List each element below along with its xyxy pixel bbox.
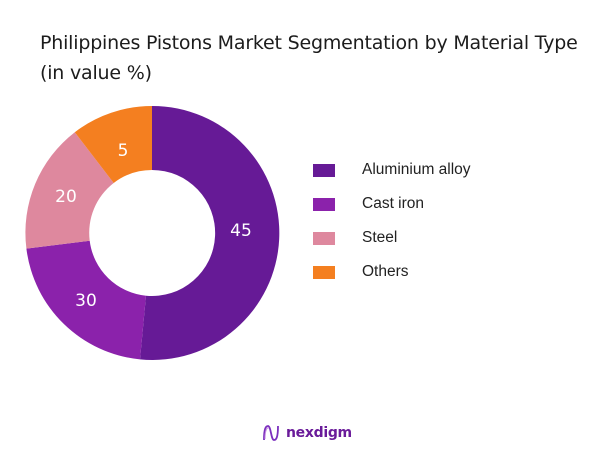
legend-item-aluminium-alloy[interactable]: Aluminium alloy [313,153,471,187]
chart-legend: Aluminium alloy Cast iron Steel Others [313,153,471,289]
legend-label: Others [362,263,409,280]
nexdigm-wave-icon [263,425,279,441]
legend-swatch-icon [313,197,335,211]
slice-aluminium-alloy[interactable] [140,105,280,360]
slice-label-steel: 20 [55,187,77,207]
legend-label: Aluminium alloy [362,161,471,178]
legend-swatch-icon [313,231,335,245]
slice-cast-iron[interactable] [26,240,146,360]
legend-label: Steel [362,229,398,246]
chart-title: Philippines Pistons Market Segmentation … [40,32,578,84]
legend-item-steel[interactable]: Steel [313,221,471,255]
logo-text: nexdigm [286,425,352,441]
legend-label: Cast iron [362,195,425,212]
slice-label-aluminium-alloy: 45 [230,221,252,241]
slice-label-others: 5 [118,141,129,161]
legend-swatch-icon [313,163,335,177]
slice-label-cast-iron: 30 [75,291,97,311]
slice-steel[interactable] [25,132,114,249]
legend-swatch-icon [313,265,335,279]
nexdigm-logo: nexdigm [262,424,352,442]
legend-item-cast-iron[interactable]: Cast iron [313,187,471,221]
slice-others[interactable] [74,106,152,183]
legend-item-others[interactable]: Others [313,255,471,289]
